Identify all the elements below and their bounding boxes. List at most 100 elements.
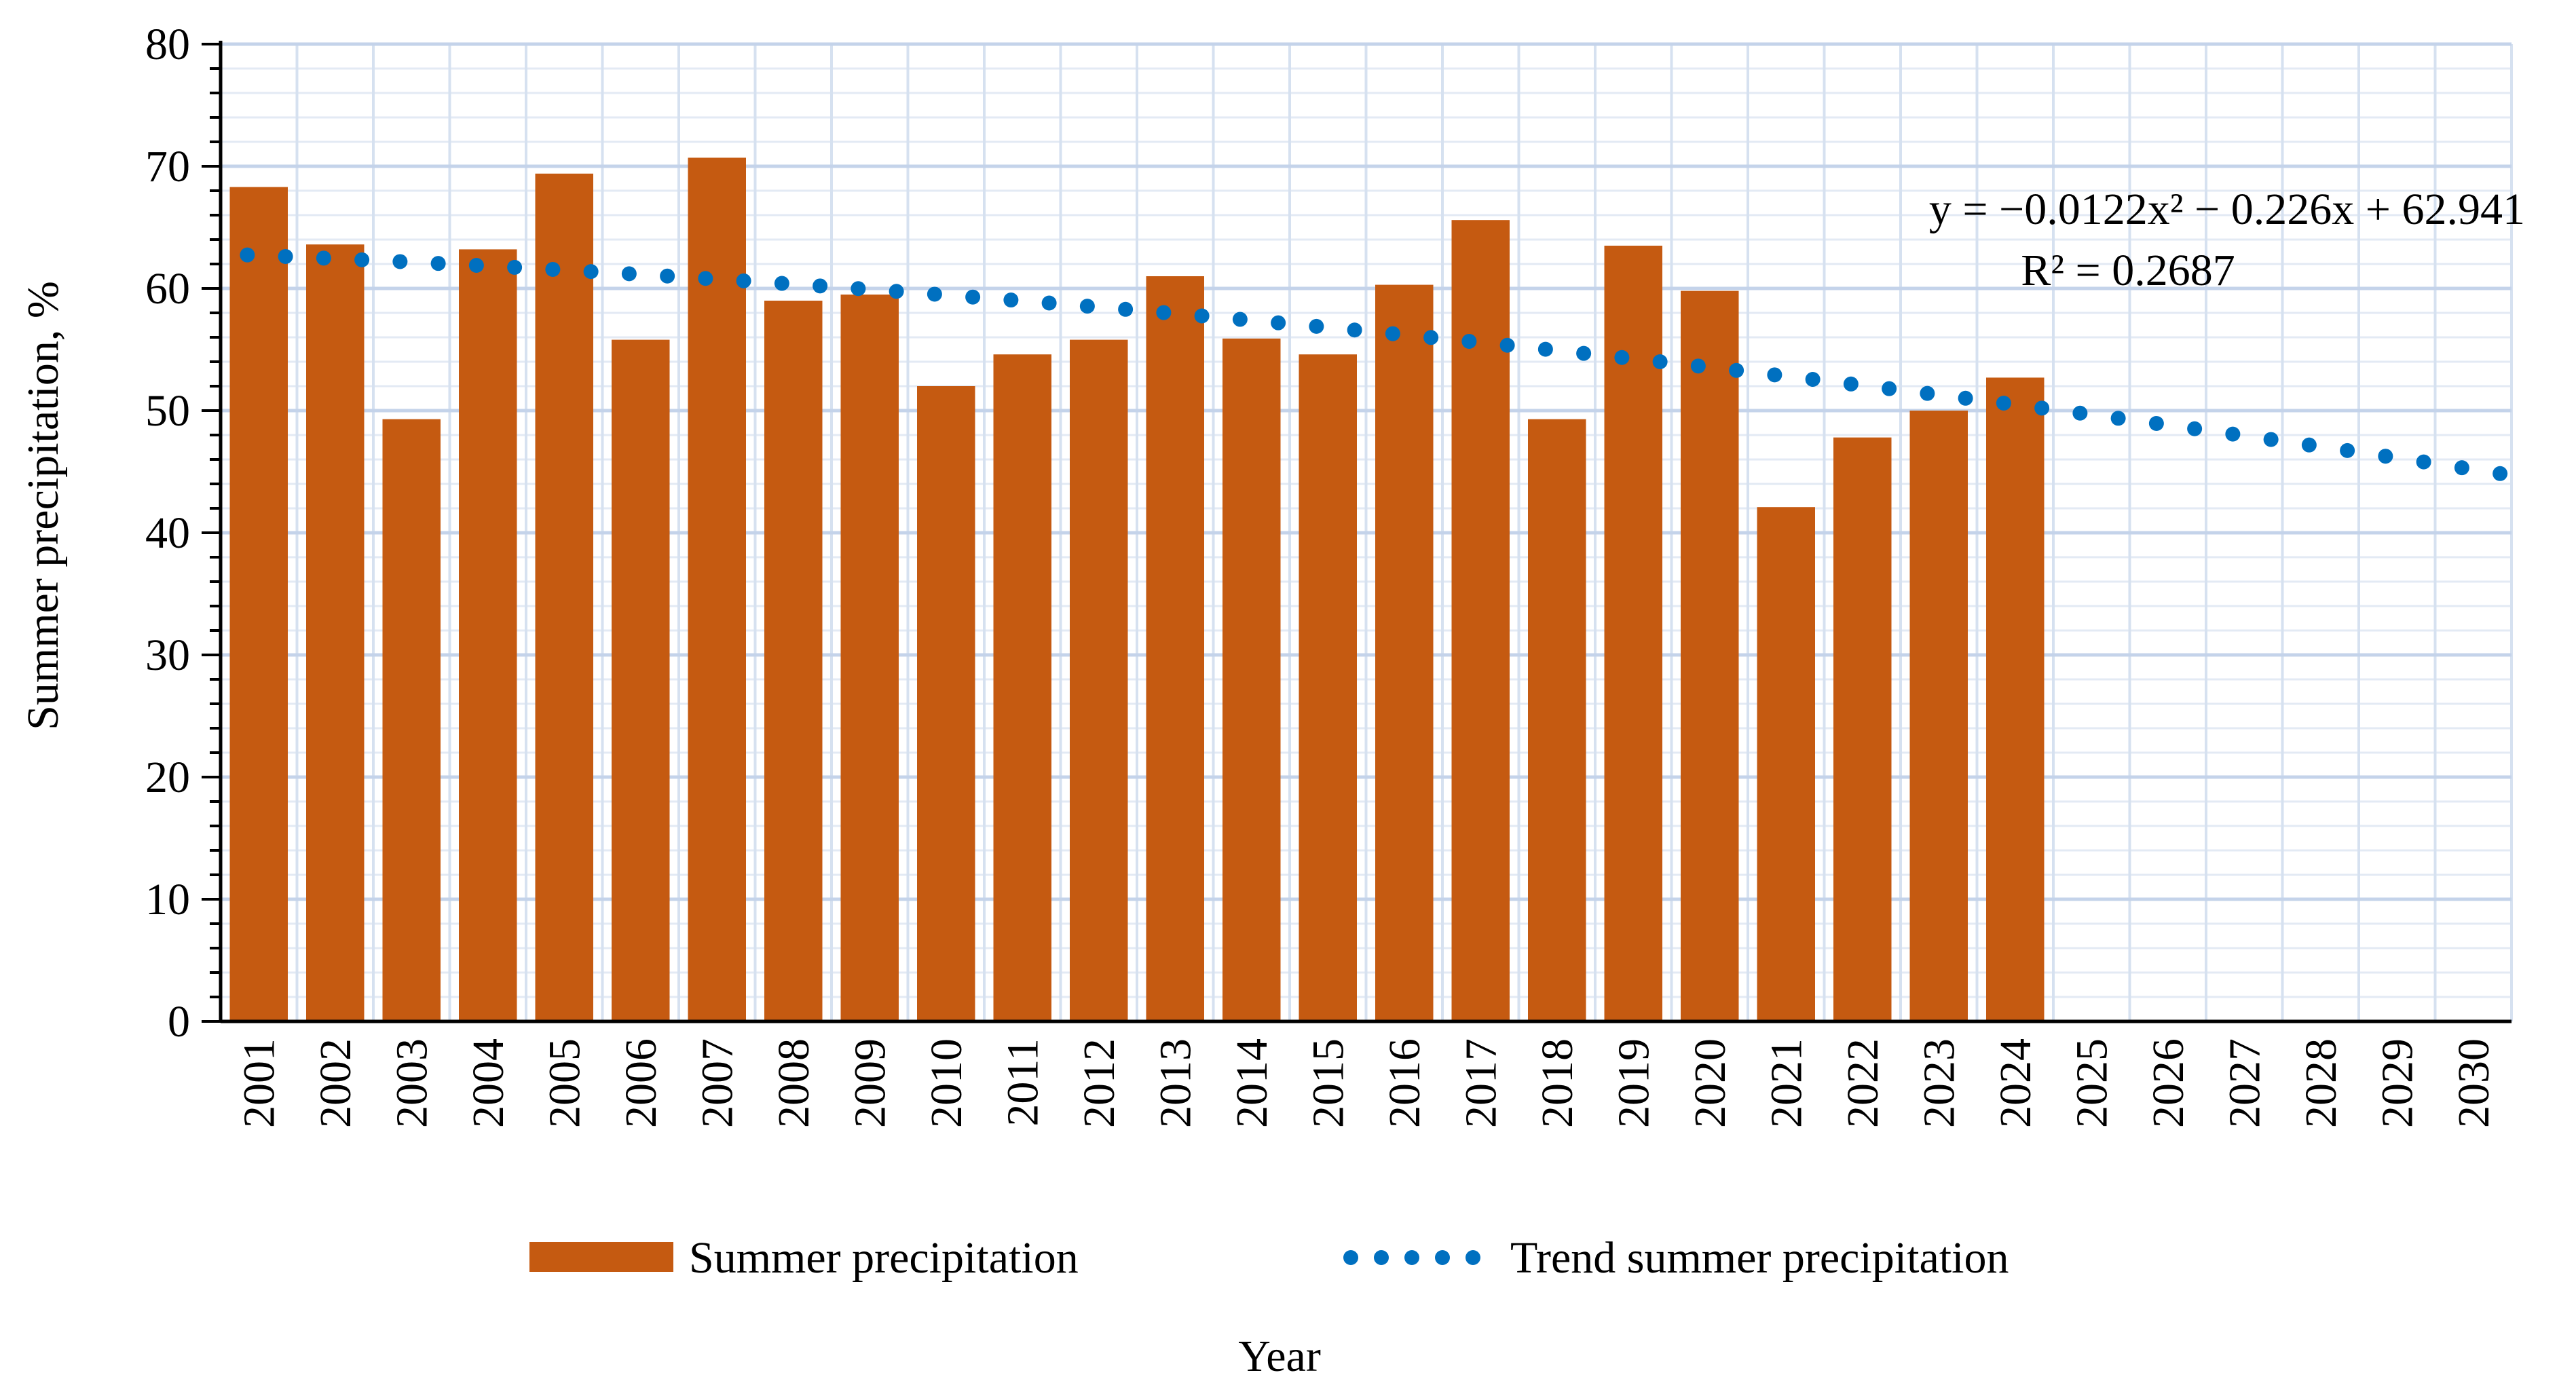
trend-r-squared: R² = 0.2687 [2021, 246, 2235, 295]
trend-dot [316, 250, 331, 266]
bar-2004 [459, 249, 517, 1021]
trend-dot [583, 264, 599, 280]
trend-dot [2454, 460, 2469, 476]
legend-dot [1404, 1250, 1419, 1265]
bar-2010 [917, 386, 975, 1021]
bar-2002 [306, 244, 365, 1022]
bar-2011 [993, 354, 1051, 1021]
y-tick-label: 10 [145, 875, 190, 924]
x-tick-label: 2029 [2372, 1038, 2422, 1128]
bar-2018 [1528, 419, 1586, 1021]
trend-dot [2110, 411, 2126, 426]
trend-dot [1118, 301, 1134, 317]
trend-dot [1079, 299, 1095, 314]
bar-2013 [1146, 276, 1204, 1021]
bar-2022 [1833, 437, 1892, 1021]
x-tick-label: 2014 [1227, 1038, 1277, 1128]
trend-dot [660, 268, 675, 284]
x-tick-label: 2004 [464, 1038, 513, 1128]
trend-dot [851, 281, 866, 297]
x-tick-label: 2012 [1075, 1038, 1124, 1128]
legend-dot [1343, 1250, 1358, 1265]
x-tick-label: 2016 [1380, 1038, 1430, 1128]
trend-dot [1461, 333, 1477, 349]
y-tick-label: 70 [145, 142, 190, 191]
trend-dot [2148, 415, 2164, 431]
trend-dot [2301, 437, 2317, 453]
trend-line [240, 247, 2508, 481]
x-tick-label: 2009 [845, 1038, 895, 1128]
y-axis-title: Summer precipitation, % [18, 281, 68, 730]
trend-dot [1882, 381, 1897, 396]
trend-dot [2493, 466, 2508, 481]
bar-2024 [1986, 377, 2045, 1021]
y-tick-label: 50 [145, 386, 190, 436]
x-tick-label: 2001 [234, 1038, 284, 1128]
y-tick-label: 0 [168, 997, 190, 1047]
legend-swatch-bar [529, 1242, 673, 1272]
bar-2021 [1757, 507, 1815, 1021]
x-tick-label: 2011 [998, 1038, 1047, 1127]
trend-dot [1156, 305, 1172, 320]
trend-dot [2034, 400, 2050, 416]
trend-dot [1576, 345, 1592, 361]
gridlines [221, 42, 2513, 1021]
trend-dot [2072, 405, 2088, 421]
bar-2012 [1070, 339, 1128, 1022]
y-tick-label: 30 [145, 630, 190, 680]
trend-dot [1805, 372, 1821, 388]
trend-dot [1232, 312, 1248, 327]
bars [229, 157, 2045, 1022]
trend-dot [2263, 432, 2279, 447]
x-tick-label: 2022 [1838, 1038, 1888, 1128]
x-tick-label: 2023 [1914, 1038, 1964, 1128]
trend-dot [1003, 293, 1019, 308]
trend-dot [1729, 362, 1744, 378]
trend-dot [927, 286, 942, 302]
bar-2005 [535, 173, 593, 1021]
trend-dot [507, 259, 523, 275]
y-tick-label: 20 [145, 753, 190, 802]
trend-dot [1767, 367, 1782, 383]
x-tick-label: 2024 [1991, 1038, 2040, 1128]
legend-dot [1466, 1250, 1480, 1265]
x-tick-label: 2020 [1685, 1038, 1735, 1128]
trend-dot [468, 257, 484, 273]
trend-dot [2378, 449, 2393, 464]
bar-2006 [612, 339, 670, 1022]
x-tick-label: 2003 [387, 1038, 436, 1128]
trend-dot [2340, 442, 2355, 458]
x-tick-label: 2030 [2449, 1038, 2499, 1128]
x-tick-label: 2018 [1533, 1038, 1582, 1128]
x-tick-label: 2027 [2220, 1038, 2269, 1128]
trend-dot [813, 278, 828, 294]
legend-label-bar: Summer precipitation [689, 1233, 1079, 1283]
trend-dot [1347, 322, 1362, 338]
trend-dot [698, 271, 713, 286]
trend-equation: y = −0.0122x² − 0.226x + 62.941 [1929, 185, 2525, 234]
trend-dot [736, 273, 751, 288]
y-tick-label: 40 [145, 508, 190, 558]
bar-2007 [688, 157, 746, 1021]
legend-label-trend: Trend summer precipitation [1510, 1233, 2009, 1283]
legend: Summer precipitation Trend summer precip… [529, 1233, 2009, 1283]
y-tick-label: 80 [145, 20, 190, 69]
x-tick-label: 2025 [2067, 1038, 2116, 1128]
bar-2009 [840, 295, 899, 1021]
x-axis-title: Year [1238, 1332, 1321, 1381]
trend-dot [1652, 354, 1668, 370]
trend-dot [621, 266, 637, 282]
trend-dot [545, 261, 561, 277]
x-tick-label: 2028 [2296, 1038, 2346, 1128]
x-tick-label: 2015 [1303, 1038, 1353, 1128]
trend-dot [240, 247, 255, 263]
trend-dot [2416, 454, 2431, 470]
x-tick-label: 2017 [1456, 1038, 1506, 1128]
bar-2014 [1222, 338, 1281, 1021]
bar-2015 [1299, 354, 1357, 1021]
trend-dot [1843, 376, 1859, 392]
x-tick-label: 2007 [692, 1038, 742, 1128]
trend-dot [1385, 326, 1400, 341]
trend-dot [1194, 308, 1210, 324]
trend-dot [354, 252, 370, 267]
